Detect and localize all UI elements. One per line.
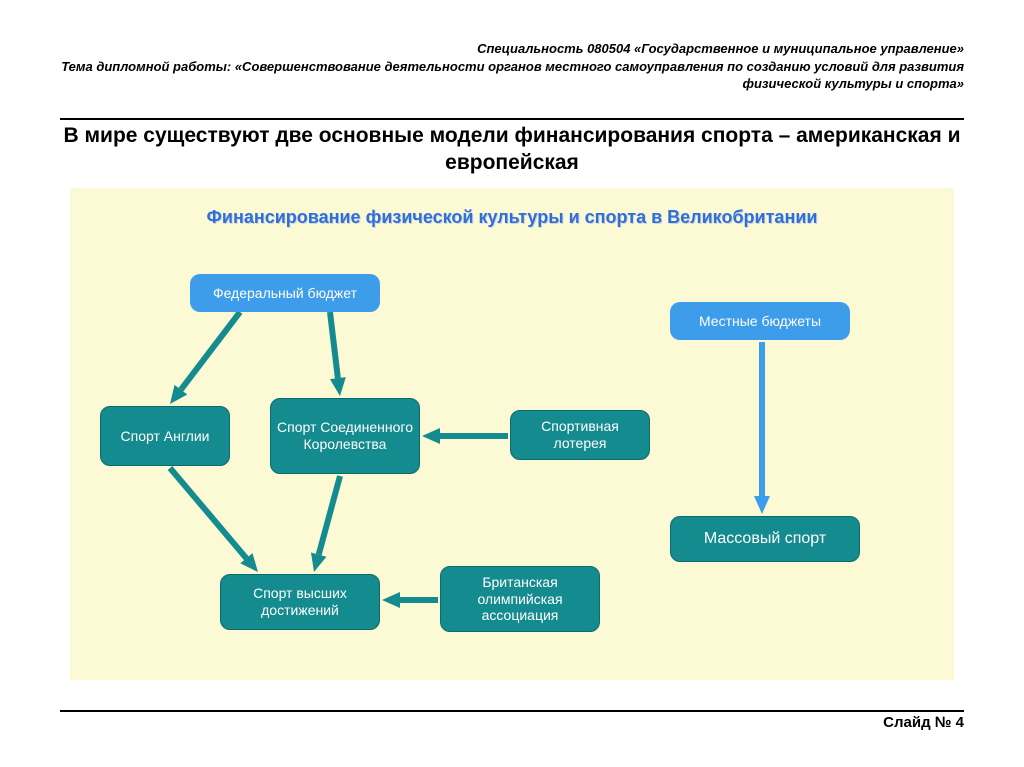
node-elite_sport: Спорт высших достижений bbox=[220, 574, 380, 630]
node-local_budgets: Местные бюджеты bbox=[670, 302, 850, 340]
header-line-2: Тема дипломной работы: «Совершенствовани… bbox=[61, 59, 964, 92]
header-line-1: Специальность 080504 «Государственное и … bbox=[477, 41, 964, 56]
node-mass_sport: Массовый спорт bbox=[670, 516, 860, 562]
node-sport_uk: Спорт Соединенного Королевства bbox=[270, 398, 420, 474]
slide-number: Слайд № 4 bbox=[60, 714, 964, 731]
diagram-title: Финансирование физической культуры и спо… bbox=[70, 206, 954, 229]
slide-header: Специальность 080504 «Государственное и … bbox=[60, 40, 964, 93]
top-rule bbox=[60, 118, 964, 120]
node-federal_budget: Федеральный бюджет bbox=[190, 274, 380, 312]
bottom-rule bbox=[60, 710, 964, 712]
node-sport_england: Спорт Англии bbox=[100, 406, 230, 466]
slide-title: В мире существуют две основные модели фи… bbox=[60, 122, 964, 177]
node-lottery: Спортивная лотерея bbox=[510, 410, 650, 460]
node-boa: Британская олимпийская ассоциация bbox=[440, 566, 600, 632]
diagram-canvas: Финансирование физической культуры и спо… bbox=[70, 188, 954, 680]
